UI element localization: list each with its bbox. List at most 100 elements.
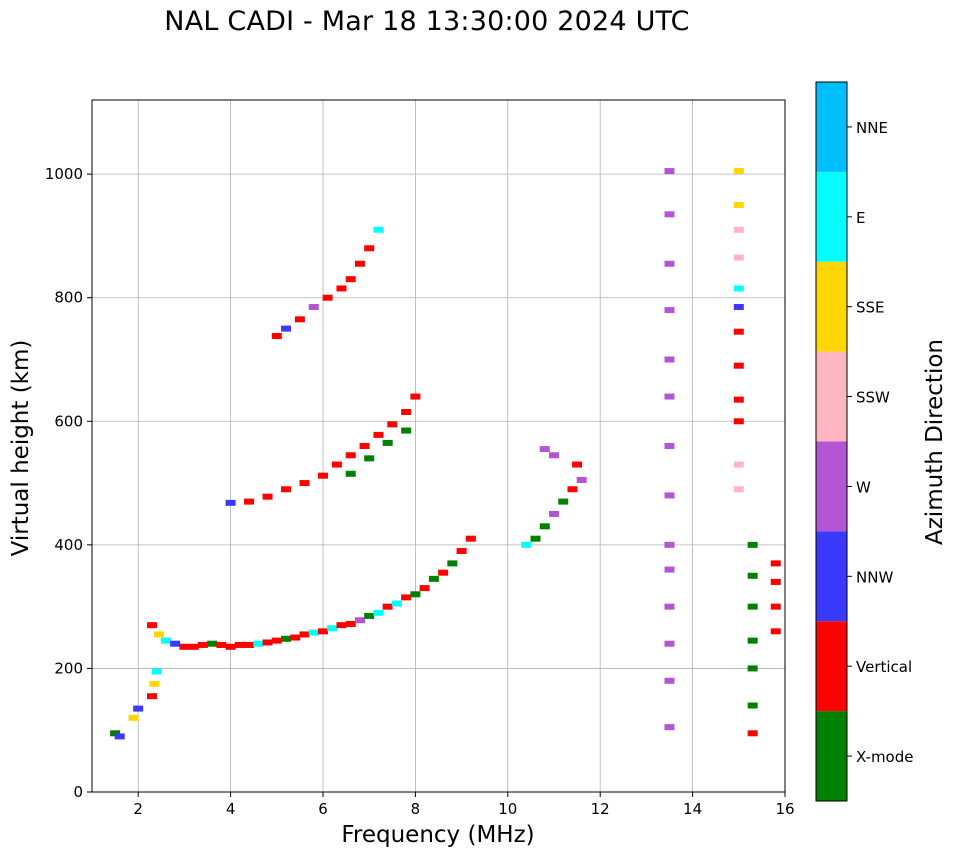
echo-point <box>299 480 310 487</box>
echo-point <box>207 640 218 647</box>
echo-point <box>281 635 292 642</box>
colorbar-segment <box>816 711 847 801</box>
echo-point <box>733 396 744 403</box>
echo-point <box>747 541 758 548</box>
echo-point <box>354 617 365 624</box>
echo-point <box>419 585 430 592</box>
echo-point <box>401 409 412 416</box>
echo-point <box>345 620 356 627</box>
echo-point <box>747 572 758 579</box>
echo-point <box>373 609 384 616</box>
echo-point <box>733 303 744 310</box>
echo-point <box>747 637 758 644</box>
echo-point <box>225 643 236 650</box>
echo-point <box>244 641 255 648</box>
colorbar-tick-label: SSE <box>856 299 885 317</box>
y-axis-label: Virtual height (km) <box>8 340 34 557</box>
echo-point <box>733 461 744 468</box>
colorbar-segment <box>816 82 847 172</box>
echo-point <box>294 316 305 323</box>
echo-point <box>664 603 675 610</box>
echo-point <box>576 476 587 483</box>
echo-point <box>401 594 412 601</box>
echo-point <box>382 603 393 610</box>
echo-point <box>465 535 476 542</box>
echo-point <box>664 566 675 573</box>
colorbar-frame <box>815 81 848 802</box>
echo-point <box>733 168 744 175</box>
y-tick-label: 600 <box>54 412 83 430</box>
echo-point <box>160 637 171 644</box>
echo-point <box>549 452 559 459</box>
echo-point <box>364 245 375 252</box>
colorbar-tick-label: NNW <box>856 568 893 586</box>
echo-point <box>664 541 675 548</box>
echo-point <box>318 472 328 479</box>
echo-point <box>664 492 675 499</box>
echo-point <box>733 285 744 292</box>
echo-point <box>373 431 384 438</box>
y-tick-label: 800 <box>54 289 83 307</box>
colorbar-tick-label: Vertical <box>856 658 912 676</box>
echo-point <box>114 733 125 740</box>
echo-point <box>364 455 375 462</box>
echo-point <box>262 493 273 500</box>
echo-point <box>373 226 384 233</box>
echo-point <box>539 446 550 453</box>
echo-point <box>747 730 758 737</box>
echo-point <box>733 362 744 369</box>
x-tick-label: 12 <box>591 800 610 818</box>
echo-point <box>770 560 781 567</box>
echo-point <box>664 260 675 267</box>
echo-points <box>110 168 781 740</box>
echo-point <box>521 541 532 548</box>
colorbar-segment <box>816 441 847 532</box>
echo-point <box>281 325 292 332</box>
echo-point <box>438 569 449 576</box>
echo-point <box>345 276 356 283</box>
echo-point <box>391 600 402 607</box>
echo-point <box>733 418 744 425</box>
echo-point <box>770 628 781 635</box>
echo-point <box>447 560 458 567</box>
plot-area-frame <box>91 99 786 793</box>
x-axis-label: Frequency (MHz) <box>341 822 534 848</box>
echo-point <box>664 168 675 175</box>
echo-point <box>530 535 541 542</box>
echo-point <box>271 637 282 644</box>
echo-point <box>234 641 245 648</box>
echo-point <box>153 631 164 638</box>
echo-point <box>327 625 338 632</box>
echo-point <box>558 498 569 505</box>
echo-point <box>733 254 744 261</box>
echo-point <box>664 443 675 449</box>
echo-point <box>331 461 342 468</box>
echo-point <box>747 603 758 610</box>
echo-point <box>387 421 398 428</box>
x-tick-label: 10 <box>498 800 517 818</box>
echo-point <box>359 443 370 449</box>
echo-point <box>354 260 365 267</box>
echo-point <box>299 631 310 638</box>
echo-point <box>410 393 421 400</box>
echo-point <box>271 333 282 340</box>
echo-point <box>179 643 190 650</box>
echo-point <box>364 612 375 619</box>
x-tick-label: 4 <box>226 800 236 818</box>
colorbar-tick-label: NNE <box>856 119 888 137</box>
echo-point <box>770 603 781 610</box>
echo-point <box>733 328 744 335</box>
echo-point <box>747 702 758 709</box>
echo-point <box>733 486 744 493</box>
echo-point <box>664 677 675 684</box>
azimuth-colorbar: X-mode Vertical NNW W SSW SSE E NNE <box>815 81 913 802</box>
echo-point <box>567 486 578 493</box>
echo-point <box>322 294 333 301</box>
echo-point <box>572 461 583 468</box>
echo-point <box>770 578 781 585</box>
colorbar-segment <box>816 261 847 352</box>
colorbar-segment <box>816 351 847 442</box>
echo-point <box>262 639 273 646</box>
echo-point <box>733 226 744 233</box>
y-tick-label: 1000 <box>45 165 83 183</box>
